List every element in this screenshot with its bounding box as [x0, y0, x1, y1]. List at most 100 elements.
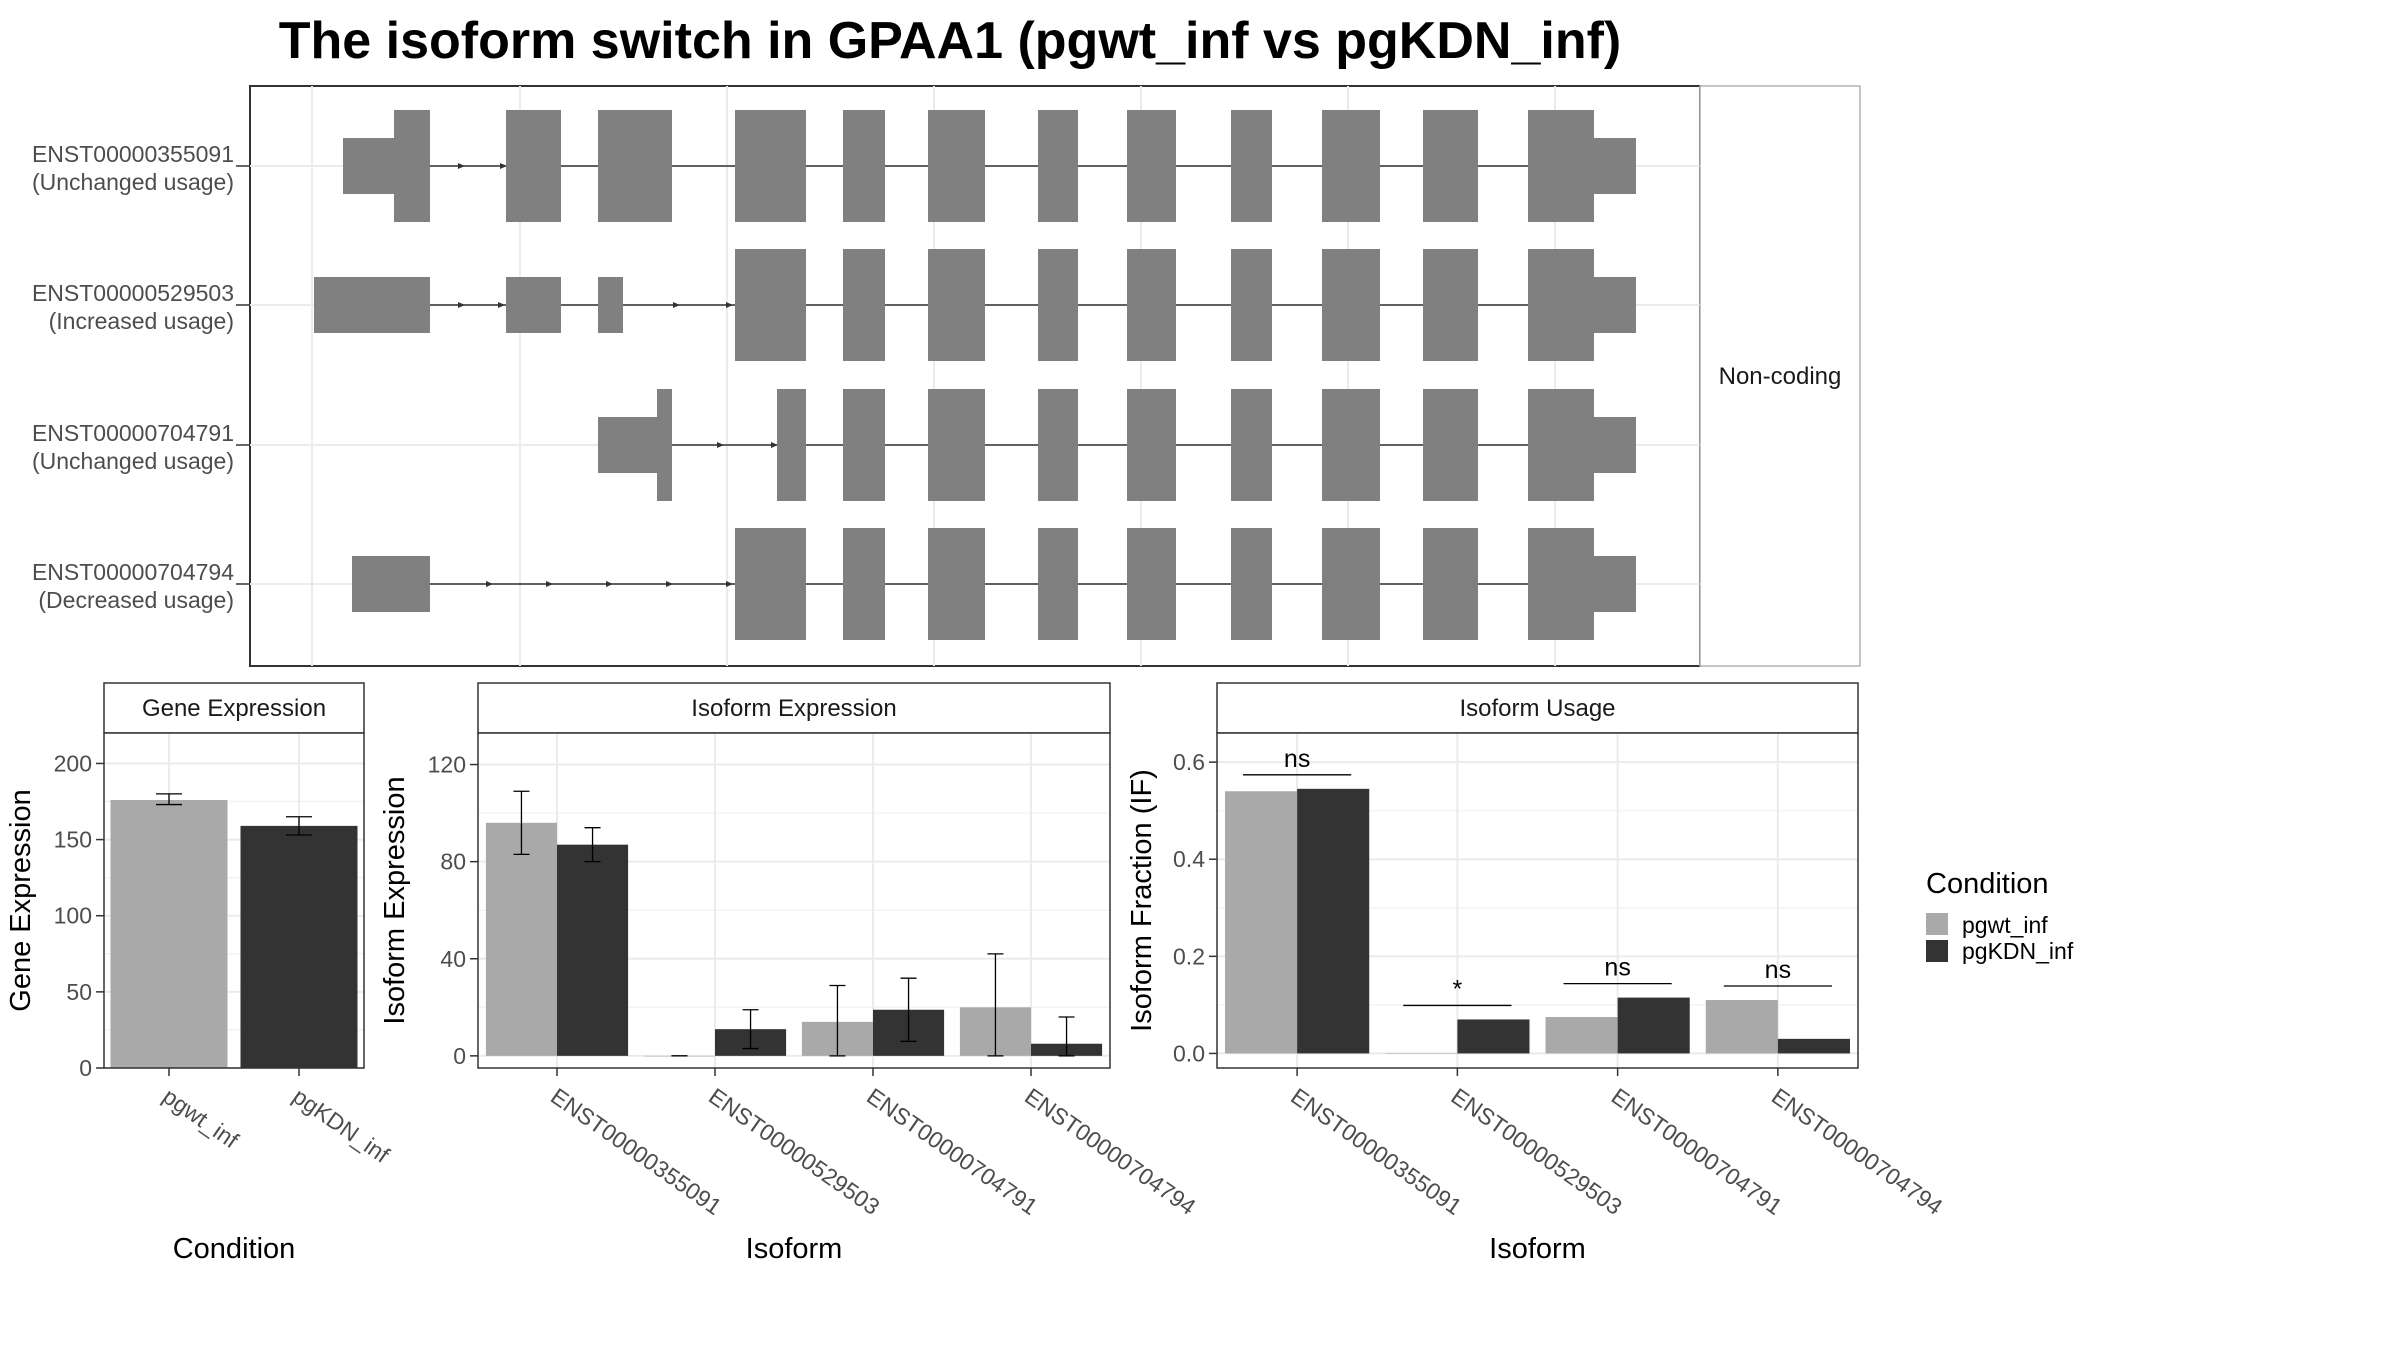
exon-coding	[1322, 110, 1380, 222]
transcript-usage-label: (Unchanged usage)	[32, 169, 234, 195]
exon-coding	[1038, 389, 1078, 501]
panel-strip	[477, 682, 1111, 734]
x-axis-title: Isoform	[746, 1233, 843, 1265]
exon-coding	[735, 528, 806, 640]
exon-coding	[1038, 110, 1078, 222]
bar-enst00000704794-pgkdn-inf	[1777, 1038, 1850, 1054]
exon-coding	[1423, 389, 1478, 501]
exon-coding	[735, 110, 806, 222]
legend-key-pgkdn-inf	[1926, 940, 1948, 962]
bar-enst00000529503-pgkdn-inf	[1457, 1019, 1530, 1054]
intron-arrow	[486, 581, 493, 587]
exon-coding	[928, 249, 985, 361]
bar-pgwt-inf	[110, 800, 228, 1068]
exon-coding	[1038, 249, 1078, 361]
exon-coding	[1322, 249, 1380, 361]
exon-noncoding	[314, 277, 430, 333]
legend-label-pgwt-inf: pgwt_inf	[1962, 912, 2048, 938]
intron-arrow	[498, 302, 505, 308]
significance-label: *	[1453, 975, 1463, 1003]
exon-noncoding	[506, 277, 561, 333]
panel-strip	[103, 682, 365, 734]
y-tick-label: 0.6	[1173, 749, 1205, 775]
exon-coding	[1322, 528, 1380, 640]
plot-frame	[477, 732, 1111, 1069]
figure-title: The isoform switch in GPAA1 (pgwt_inf vs…	[279, 12, 1621, 70]
exon-coding	[928, 389, 985, 501]
bar-enst00000355091-pgkdn-inf	[557, 844, 629, 1056]
exon-coding	[1423, 249, 1478, 361]
exon-coding	[1423, 110, 1478, 222]
exon-coding	[777, 389, 806, 501]
intron-arrow	[458, 163, 465, 169]
transcript-usage-label: (Increased usage)	[49, 308, 234, 334]
plot-frame	[103, 732, 365, 1069]
x-tick-label: pgKDN_inf	[288, 1083, 395, 1168]
transcript-id-label: ENST00000704794	[32, 559, 234, 585]
bar-pgkdn-inf	[240, 825, 358, 1068]
x-tick-label: pgwt_inf	[158, 1083, 244, 1154]
transcript-id-label: ENST00000704791	[32, 420, 234, 446]
transcript-id-label: ENST00000529503	[32, 280, 234, 306]
exon-coding	[1038, 528, 1078, 640]
y-axis-title: Isoform Expression	[379, 776, 411, 1024]
significance-label: ns	[1604, 954, 1630, 982]
exon-coding	[1127, 528, 1176, 640]
x-tick-label: ENST00000704791	[862, 1083, 1042, 1220]
intron-arrow	[717, 442, 724, 448]
x-axis-title: Condition	[173, 1233, 296, 1265]
exon-coding	[1322, 389, 1380, 501]
plot-frame	[1216, 732, 1859, 1069]
x-tick-label: ENST00000529503	[1447, 1083, 1627, 1220]
exon-coding	[1423, 528, 1478, 640]
legend: Condition pgwt_inf pgKDN_inf	[1926, 868, 2074, 964]
panel-strip	[1216, 682, 1859, 734]
y-tick-label: 0.2	[1173, 943, 1205, 969]
y-tick-label: 50	[66, 979, 92, 1005]
x-tick-label: ENST00000529503	[704, 1083, 884, 1220]
exon-coding	[657, 389, 672, 501]
exon-coding	[1127, 389, 1176, 501]
legend-title: Condition	[1926, 868, 2049, 900]
exon-coding	[394, 110, 430, 222]
exon-coding	[1528, 528, 1594, 640]
exon-coding	[843, 249, 885, 361]
exon-coding	[598, 110, 672, 222]
exon-coding	[928, 110, 985, 222]
x-axis-title: Isoform	[1489, 1233, 1586, 1265]
exon-coding	[1231, 389, 1272, 501]
y-tick-label: 80	[440, 849, 466, 875]
bar-enst00000529503-pgwt-inf	[1385, 1053, 1458, 1054]
significance-label: ns	[1765, 956, 1791, 984]
y-tick-label: 40	[440, 946, 466, 972]
structure-strip	[1699, 85, 1861, 667]
exon-coding	[843, 528, 885, 640]
y-tick-label: 200	[54, 750, 92, 776]
x-tick-label: ENST00000704794	[1767, 1083, 1948, 1220]
structure-strip-label: Non-coding	[1719, 363, 1842, 390]
y-tick-label: 100	[54, 903, 92, 929]
intron-arrow	[458, 302, 465, 308]
intron-arrow	[666, 581, 673, 587]
exon-coding	[843, 389, 885, 501]
legend-label-pgkdn-inf: pgKDN_inf	[1962, 938, 2074, 964]
bar-enst00000355091-pgkdn-inf	[1297, 788, 1370, 1054]
legend-key-pgwt-inf	[1926, 913, 1948, 935]
gene-expression-panel: Gene Expression 0 50 100 150 200 pgwt_inf pgKDN…	[5, 682, 395, 1265]
panel-title: Isoform Expression	[691, 695, 896, 722]
exon-noncoding	[352, 556, 430, 612]
y-tick-label: 120	[428, 752, 466, 778]
exon-coding	[1528, 249, 1594, 361]
transcript-usage-label: (Unchanged usage)	[32, 448, 234, 474]
panel-title: Isoform Usage	[1459, 695, 1615, 722]
exon-coding	[506, 110, 561, 222]
exon-coding	[843, 110, 885, 222]
isoform-usage-panel: Isoform Usage 0.0 0.2 0.4 0.6 ns * ns ns ENST0000…	[1126, 682, 1948, 1265]
bar-enst00000704794-pgwt-inf	[1705, 1000, 1778, 1054]
transcript-usage-label: (Decreased usage)	[38, 587, 234, 613]
exon-coding	[1231, 528, 1272, 640]
exon-coding	[1127, 110, 1176, 222]
